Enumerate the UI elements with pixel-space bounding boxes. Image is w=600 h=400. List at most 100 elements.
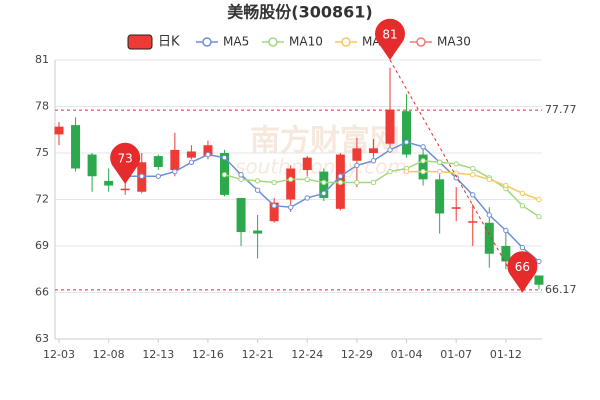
ma-point — [436, 168, 443, 175]
ma-point — [470, 165, 476, 172]
ma-point — [337, 173, 344, 179]
legend-label: 日K — [158, 35, 180, 50]
annotation-pin — [110, 142, 141, 184]
candle-body — [468, 221, 478, 223]
trend-line — [389, 59, 523, 293]
annotation: 73 — [110, 142, 141, 184]
ma-point — [470, 172, 476, 178]
candle-body — [203, 145, 213, 157]
ma-point — [470, 192, 476, 198]
x-tick-label: 12-08 — [93, 348, 125, 361]
candle-body — [87, 154, 97, 177]
ma-point — [205, 151, 211, 158]
ma-point — [254, 178, 261, 184]
legend-icon — [341, 37, 351, 47]
legend-label: MA10 — [289, 35, 323, 49]
reference-label: 77.77 — [545, 103, 577, 116]
ma-point — [238, 172, 244, 178]
candle-body — [253, 230, 263, 234]
ma-point — [370, 158, 377, 164]
y-tick-label: 81 — [35, 53, 49, 66]
ma-point — [221, 172, 228, 178]
ma-point — [304, 195, 310, 201]
annotation-label: 81 — [382, 28, 397, 42]
ma-point — [321, 179, 327, 186]
candle-body — [368, 148, 378, 153]
reference-label: 66.17 — [545, 283, 577, 296]
x-tick-label: 01-04 — [391, 348, 423, 361]
ma-point — [238, 176, 244, 183]
annotation: 66 — [507, 251, 538, 293]
ma-point — [453, 161, 459, 167]
legend-label: MA5 — [223, 35, 249, 49]
x-tick-label: 12-13 — [142, 348, 174, 361]
ma-point — [403, 139, 410, 145]
chart-title: 美畅股份(300861) — [227, 3, 372, 22]
ma-point — [436, 159, 443, 166]
ma-point — [288, 176, 294, 183]
candle-body — [54, 126, 64, 135]
y-tick-label: 63 — [35, 332, 49, 345]
candle-body — [269, 202, 279, 222]
annotation: 81 — [375, 18, 406, 60]
y-tick-label: 78 — [35, 100, 49, 113]
y-tick-label: 69 — [35, 239, 49, 252]
ma-line — [224, 159, 540, 218]
candle-body — [451, 207, 461, 209]
candle-body — [186, 151, 196, 158]
ma-point — [254, 187, 261, 193]
y-tick-label: 72 — [35, 193, 49, 206]
ma-point — [519, 190, 526, 197]
ma-point — [139, 173, 145, 179]
ma-point — [420, 144, 426, 150]
ma-point — [453, 170, 459, 176]
ma-point — [420, 168, 426, 175]
ma-point — [271, 203, 277, 209]
candle-body — [435, 179, 445, 214]
annotation-pin — [507, 251, 538, 293]
ma-point — [354, 179, 360, 186]
x-tick-label: 12-16 — [192, 348, 224, 361]
ma-point — [155, 173, 162, 179]
legend-icon — [268, 37, 278, 47]
annotation-label: 73 — [118, 152, 133, 166]
candle-body — [418, 154, 428, 180]
ma-point — [403, 168, 410, 175]
candle-body — [402, 111, 412, 155]
candle-body — [170, 149, 180, 171]
legend-icon — [202, 37, 212, 47]
candle-body — [385, 109, 395, 144]
x-tick-label: 12-03 — [43, 348, 75, 361]
x-tick-label: 12-21 — [242, 348, 274, 361]
ma-point — [536, 196, 542, 203]
candle-body — [302, 157, 312, 171]
candle-body — [286, 168, 296, 200]
ma-point — [536, 213, 542, 220]
ma-line — [125, 141, 540, 263]
ma-point — [172, 168, 178, 175]
candle-body — [104, 180, 114, 186]
candle-body — [484, 222, 494, 254]
x-tick-label: 12-24 — [291, 348, 323, 361]
ma-point — [536, 258, 542, 265]
ma-point — [387, 168, 393, 175]
ma-point — [519, 203, 526, 209]
y-tick-label: 75 — [35, 146, 49, 159]
ma-point — [503, 182, 509, 189]
ma-point — [321, 190, 327, 197]
candle-body — [352, 148, 362, 161]
ma-point — [188, 159, 195, 166]
ma-point — [420, 158, 426, 164]
legend-label: MA30 — [437, 35, 471, 49]
x-tick-label: 01-07 — [440, 348, 472, 361]
x-tick-label: 01-12 — [490, 348, 522, 361]
ma-point — [221, 154, 228, 161]
ma-point — [304, 176, 310, 183]
ma-point — [503, 227, 509, 234]
ma-point — [337, 179, 344, 186]
ma-point — [387, 147, 393, 153]
legend-icon — [127, 34, 153, 50]
annotation-label: 66 — [515, 260, 530, 274]
ma-point — [288, 204, 294, 210]
